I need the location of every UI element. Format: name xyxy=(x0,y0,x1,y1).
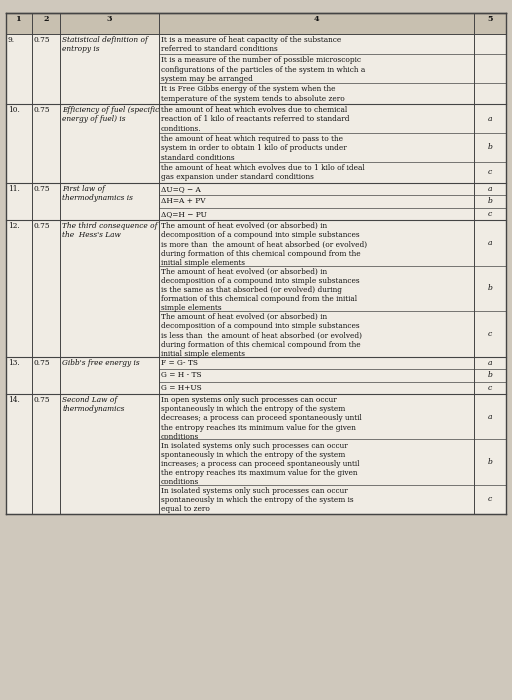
Text: 14.: 14. xyxy=(8,396,19,404)
Text: c: c xyxy=(487,496,492,503)
Text: Efficiency of fuel (specific
energy of fuel) is: Efficiency of fuel (specific energy of f… xyxy=(62,106,160,123)
Text: the amount of heat which evolves due to 1 kilo of ideal
gas expansion under stan: the amount of heat which evolves due to … xyxy=(161,164,365,181)
Text: F = G- TS: F = G- TS xyxy=(161,358,198,367)
Text: G = H - TS: G = H - TS xyxy=(161,371,201,379)
Text: 1: 1 xyxy=(16,15,22,23)
Text: Gibb's free energy is: Gibb's free energy is xyxy=(62,358,140,367)
Text: 0.75: 0.75 xyxy=(33,185,50,193)
Text: 3: 3 xyxy=(107,15,112,23)
Bar xyxy=(6,183,506,220)
Text: 0.75: 0.75 xyxy=(33,222,50,230)
Text: The third consequence of
the  Hess's Law: The third consequence of the Hess's Law xyxy=(62,222,158,239)
Text: 10.: 10. xyxy=(8,106,19,114)
Bar xyxy=(6,104,506,183)
Text: 4: 4 xyxy=(313,15,319,23)
Text: ΔU=Q − A: ΔU=Q − A xyxy=(161,185,201,193)
Text: The amount of heat evolved (or absorbed) in
decomposition of a compound into sim: The amount of heat evolved (or absorbed)… xyxy=(161,267,359,312)
Text: G = H+US: G = H+US xyxy=(161,384,202,391)
Bar xyxy=(6,220,506,356)
Text: 13.: 13. xyxy=(8,358,19,367)
Bar xyxy=(6,356,506,394)
Text: b: b xyxy=(487,371,492,379)
Text: a: a xyxy=(487,359,492,367)
Text: It is a measure of the number of possible microscopic
configurations of the part: It is a measure of the number of possibl… xyxy=(161,57,365,83)
Text: In open systems only such processes can occur
spontaneously in which the entropy: In open systems only such processes can … xyxy=(161,396,361,441)
Text: 0.75: 0.75 xyxy=(33,106,50,114)
Text: the amount of heat which required to pass to the
system in order to obtain 1 kil: the amount of heat which required to pas… xyxy=(161,135,347,162)
Text: In isolated systems only such processes can occur
spontaneously in which the ent: In isolated systems only such processes … xyxy=(161,442,359,486)
Bar xyxy=(6,34,506,104)
Text: c: c xyxy=(487,168,492,176)
Text: 12.: 12. xyxy=(8,222,19,230)
Text: c: c xyxy=(487,384,492,392)
Text: c: c xyxy=(487,210,492,218)
Text: ΔQ=H − PU: ΔQ=H − PU xyxy=(161,210,207,218)
Text: 9.: 9. xyxy=(8,36,15,43)
Text: It is Free Gibbs energy of the system when the
temperature of the system tends t: It is Free Gibbs energy of the system wh… xyxy=(161,85,345,103)
Text: ΔH=A + PV: ΔH=A + PV xyxy=(161,197,205,205)
Text: 0.75: 0.75 xyxy=(33,396,50,404)
Text: c: c xyxy=(487,330,492,338)
Text: the amount of heat which evolves due to chemical
reaction of 1 kilo of reactants: the amount of heat which evolves due to … xyxy=(161,106,349,132)
Text: a: a xyxy=(487,185,492,193)
Text: 2: 2 xyxy=(44,15,49,23)
Text: The amount of heat evolved (or absorbed) in
decomposition of a compound into sim: The amount of heat evolved (or absorbed)… xyxy=(161,313,362,358)
Text: 0.75: 0.75 xyxy=(33,358,50,367)
Text: 0.75: 0.75 xyxy=(33,36,50,43)
Text: Second Law of
thermodynamics: Second Law of thermodynamics xyxy=(62,396,125,413)
Text: a: a xyxy=(487,239,492,247)
Text: The amount of heat evolved (or absorbed) in
decomposition of a compound into sim: The amount of heat evolved (or absorbed)… xyxy=(161,222,367,267)
Bar xyxy=(6,394,506,514)
Text: b: b xyxy=(487,197,492,205)
Text: b: b xyxy=(487,458,492,466)
Text: Statistical definition of
entropy is: Statistical definition of entropy is xyxy=(62,36,148,53)
Text: 11.: 11. xyxy=(8,185,19,193)
Text: First law of
thermodynamics is: First law of thermodynamics is xyxy=(62,185,133,202)
Text: b: b xyxy=(487,144,492,151)
Text: a: a xyxy=(487,413,492,421)
Text: a: a xyxy=(487,115,492,122)
Text: In isolated systems only such processes can occur
spontaneously in which the ent: In isolated systems only such processes … xyxy=(161,487,353,514)
Text: It is a measure of heat capacity of the substance
referred to standard condition: It is a measure of heat capacity of the … xyxy=(161,36,341,53)
Text: b: b xyxy=(487,284,492,293)
Bar xyxy=(6,13,506,34)
Text: 5: 5 xyxy=(487,15,493,23)
